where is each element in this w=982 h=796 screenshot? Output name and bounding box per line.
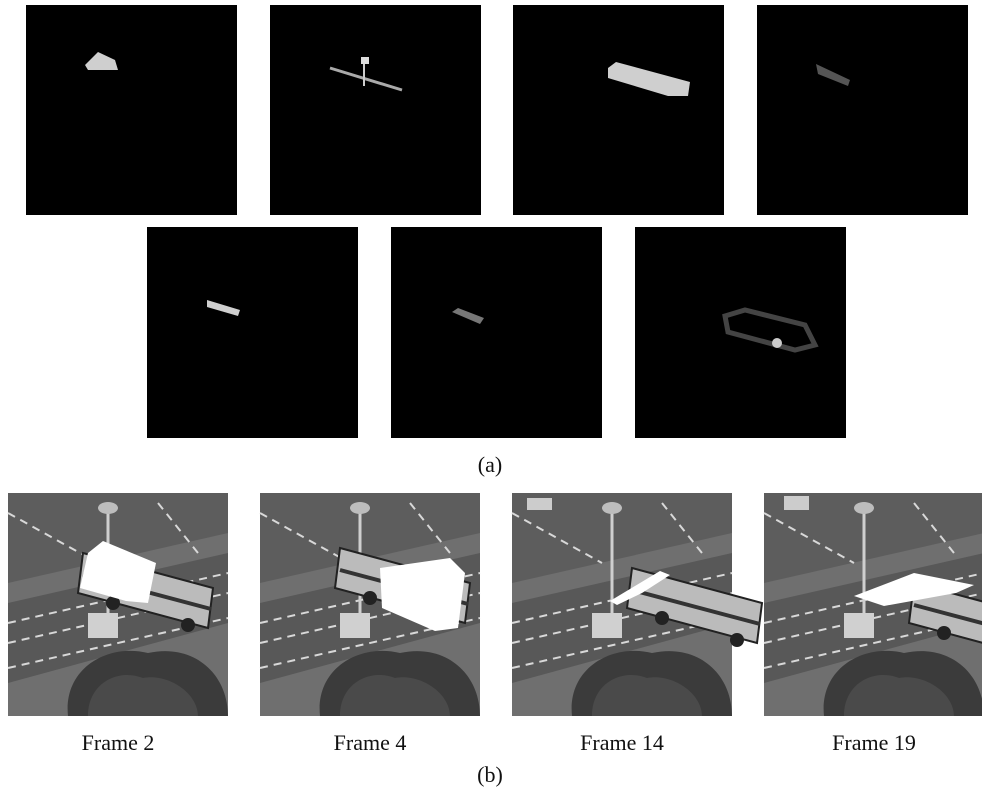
figure-shape — [784, 496, 809, 510]
figure-shape — [147, 227, 358, 438]
figure-shape — [8, 493, 228, 716]
figure-shape — [635, 227, 846, 438]
figure-shape — [757, 5, 968, 215]
figure-shape — [270, 5, 481, 215]
figure-shape — [260, 493, 480, 716]
panel-b: Frame 2 Frame 4 Frame 14 Frame 19 (b) — [8, 493, 982, 787]
panel-label: (a) — [478, 452, 502, 477]
figure-shape — [513, 5, 724, 215]
frame-label: Frame 19 — [832, 730, 916, 755]
figure: (a) Frame 2 Frame 4 Frame 14 Frame 19 (b) — [0, 0, 982, 796]
figure-shape — [772, 338, 782, 348]
figure-shape — [764, 493, 982, 716]
figure-shape — [527, 498, 552, 510]
figure-shape — [391, 227, 602, 438]
panel-label: (b) — [477, 762, 503, 787]
panel-a: (a) — [26, 5, 968, 477]
frame-labels: Frame 2 Frame 4 Frame 14 Frame 19 — [82, 730, 916, 755]
frame-label: Frame 14 — [580, 730, 664, 755]
figure-shape — [512, 493, 762, 716]
figure-shape — [361, 57, 369, 64]
frame-label: Frame 4 — [334, 730, 407, 755]
figure-shape — [26, 5, 237, 215]
frame-label: Frame 2 — [82, 730, 155, 755]
